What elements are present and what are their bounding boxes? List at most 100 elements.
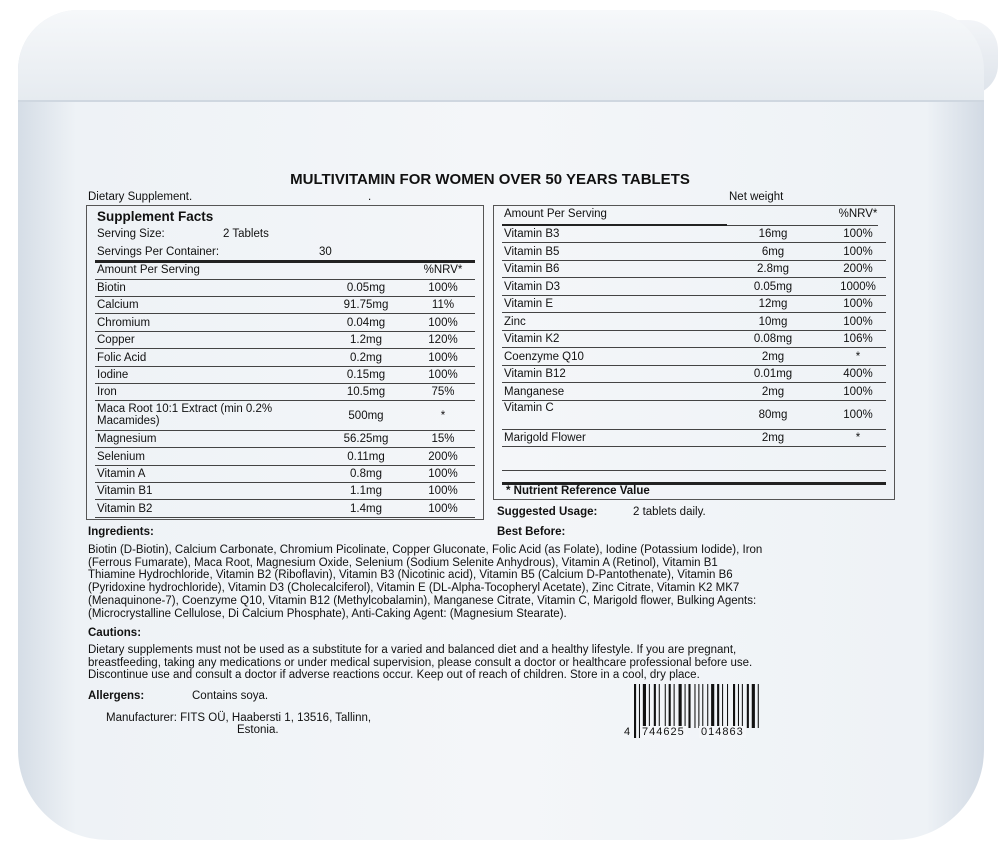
nutrient-amount: 500mg xyxy=(348,409,384,422)
nutrient-name: Vitamin C xyxy=(504,402,554,414)
nutrient-row: Vitamin D3 0.05mg 1000% xyxy=(502,279,886,296)
nutrient-row: Chromium 0.04mg 100% xyxy=(95,315,475,332)
barcode: 4 744625 014863 xyxy=(620,684,778,745)
nutrient-nrv: 100% xyxy=(843,409,873,421)
nutrient-row: Marigold Flower 2mg * xyxy=(502,430,886,448)
supplement-facts-heading: Supplement Facts xyxy=(97,209,214,224)
servings-value: 30 xyxy=(319,246,332,258)
nutrient-row: Iron 10.5mg 75% xyxy=(95,384,475,402)
nutrient-amount: 0.05mg xyxy=(753,280,793,293)
nutrient-name: Vitamin K2 xyxy=(504,333,560,345)
barcode-bar xyxy=(741,684,743,728)
nutrient-name: Copper xyxy=(97,334,135,347)
nutrient-nrv: 100% xyxy=(428,369,458,381)
text-line: (Microcrystalline Cellulose, Di Calcium … xyxy=(88,607,567,620)
allergens-value: Contains soya. xyxy=(192,690,269,702)
nutrient-row: Zinc 10mg 100% xyxy=(502,314,886,331)
nutrient-amount: 1.4mg xyxy=(350,502,382,515)
nutrient-nrv: 100% xyxy=(428,316,458,329)
nutrient-row: Biotin 0.05mg 100% xyxy=(95,280,475,297)
nutrient-amount: 0.2mg xyxy=(350,351,382,364)
text-line: (Ferrous Fumarate), Maca Root, Magnesium… xyxy=(88,556,718,569)
nutrient-row: Maca Root 10:1 Extract (min 0.2% Macamid… xyxy=(95,402,475,431)
nutrient-row: Selenium 0.11mg 200% xyxy=(95,449,475,466)
barcode-bar xyxy=(711,684,715,728)
nutrient-row: Vitamin B6 2.8mg 200% xyxy=(502,261,886,279)
barcode-bar xyxy=(717,684,720,728)
nutrient-nrv: 100% xyxy=(843,245,873,258)
nutrient-amount: 0.08mg xyxy=(753,333,793,345)
nutrient-name: Vitamin E xyxy=(504,298,554,310)
nutrient-amount: 56.25mg xyxy=(343,433,389,446)
net-weight-label: Net weight xyxy=(729,191,784,203)
nrv-footnote: * Nutrient Reference Value xyxy=(506,485,650,497)
nutrient-nrv: * xyxy=(855,432,861,445)
barcode-bar xyxy=(757,684,759,728)
manufacturer-line1: Manufacturer: FITS OÜ, Haabersti 1, 1351… xyxy=(106,712,372,724)
barcode-bar xyxy=(673,684,675,728)
nutrient-name: Vitamin B5 xyxy=(504,245,560,258)
nrv-header: %NRV* xyxy=(838,208,878,220)
nutrient-row: Iodine 0.15mg 100% xyxy=(95,367,475,384)
nutrient-amount: 6mg xyxy=(761,245,785,258)
nutrient-nrv: * xyxy=(440,409,446,422)
nutrient-name: Magnesium xyxy=(97,433,157,446)
nutrient-nrv: 100% xyxy=(843,228,873,240)
supplement-facts-left: Supplement Facts Serving Size: 2 Tablets… xyxy=(86,205,484,520)
nutrient-name: Vitamin A xyxy=(97,468,146,480)
nutrient-amount: 0.11mg xyxy=(347,450,385,463)
suggested-usage-value: 2 tablets daily. xyxy=(633,506,706,518)
nutrient-name: Vitamin B3 xyxy=(504,228,560,240)
nutrient-nrv: 100% xyxy=(843,315,873,328)
nutrient-amount: 0.04mg xyxy=(346,316,386,329)
nutrient-row: Vitamin B2 1.4mg 100% xyxy=(95,501,475,518)
nutrient-nrv: 15% xyxy=(431,433,455,446)
nutrient-name: Vitamin B6 xyxy=(504,263,560,275)
supplement-facts-right: Amount Per Serving %NRV* Vitamin B3 16mg 1… xyxy=(493,205,895,500)
container-body xyxy=(18,10,984,840)
text-line: Discontinue use and consult a doctor if … xyxy=(88,669,700,682)
barcode-bar xyxy=(733,684,736,728)
barcode-bar xyxy=(634,684,637,738)
barcode-bar xyxy=(737,684,739,728)
nutrient-amount: 2mg xyxy=(761,432,785,445)
serving-size-value: 2 Tablets xyxy=(223,228,269,240)
nutrient-nrv: 200% xyxy=(428,450,458,463)
nutrient-nrv: 106% xyxy=(843,333,873,345)
barcode-lead-digit: 4 xyxy=(624,726,631,738)
nutrient-row: Vitamin B5 6mg 100% xyxy=(502,244,886,261)
nutrient-row: Calcium 91.75mg 11% xyxy=(95,297,475,315)
text-line: Biotin (D-Biotin), Calcium Carbonate, Ch… xyxy=(88,544,763,556)
ingredients-label: Ingredients: xyxy=(88,526,154,538)
right-header-row: Amount Per Serving %NRV* xyxy=(502,208,886,223)
nutrient-nrv: * xyxy=(855,350,861,363)
nutrient-nrv: 1000% xyxy=(840,280,876,293)
barcode-bar xyxy=(658,684,660,728)
text-line: (Menaquinone-7), Coenzyme Q10, Vitamin B… xyxy=(88,594,757,607)
nutrient-amount: 10mg xyxy=(758,315,788,328)
barcode-bar xyxy=(722,684,724,728)
nutrient-row: Vitamin B1 1.1mg 100% xyxy=(95,483,475,501)
barcode-left-digits: 744625 xyxy=(640,726,687,738)
barcode-bar xyxy=(707,684,709,738)
nutrient-nrv: 11% xyxy=(431,299,455,312)
nutrient-row: Coenzyme Q10 2mg * xyxy=(502,349,886,366)
barcode-bar xyxy=(694,684,696,728)
nutrient-name: Vitamin B12 xyxy=(504,368,566,380)
nutrient-row: Folic Acid 0.2mg 100% xyxy=(95,350,475,367)
nutrient-row: Vitamin K2 0.08mg 106% xyxy=(502,331,886,349)
nutrient-name: Marigold Flower xyxy=(504,432,586,445)
nutrient-name: Vitamin B1 xyxy=(97,485,153,498)
barcode-bar xyxy=(664,684,666,728)
suggested-usage-label: Suggested Usage: xyxy=(497,506,598,518)
nutrient-nrv: 100% xyxy=(843,385,873,398)
barcode-bar xyxy=(684,684,686,728)
nutrient-name: Biotin xyxy=(97,282,126,294)
barcode-bar xyxy=(642,684,646,728)
text-line: Thiamine Hydrochloride, Vitamin B2 (Ribo… xyxy=(88,569,733,582)
nutrient-row: Vitamin E 12mg 100% xyxy=(502,296,886,314)
manufacturer-line2: Estonia. xyxy=(237,724,279,736)
nutrient-nrv: 100% xyxy=(428,502,458,515)
nutrient-amount: 2mg xyxy=(761,350,785,363)
nutrient-name: Chromium xyxy=(97,316,151,329)
